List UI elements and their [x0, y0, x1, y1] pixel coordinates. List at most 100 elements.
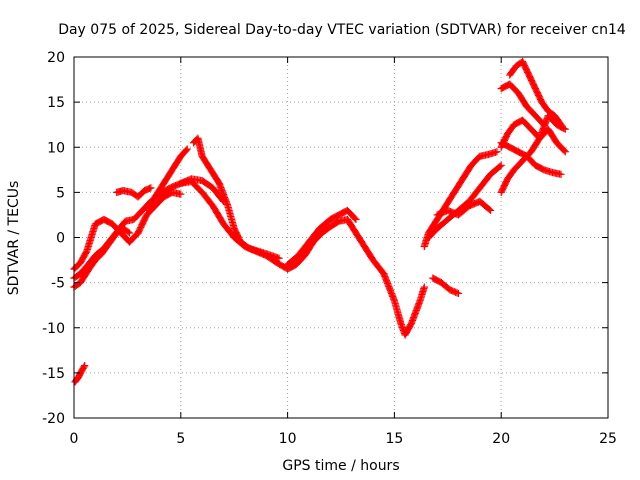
- data-point-marker: [485, 205, 493, 214]
- data-point-marker: [523, 67, 531, 75]
- data-point-marker: [136, 225, 144, 233]
- data-point-marker: [529, 80, 538, 89]
- data-point-marker: [275, 254, 283, 262]
- data-point-marker: [502, 134, 510, 142]
- data-point-marker: [519, 59, 527, 67]
- series-arc-9: [71, 362, 89, 386]
- data-point-marker: [540, 121, 548, 129]
- data-point-marker: [165, 185, 173, 193]
- data-point-marker: [498, 186, 507, 194]
- data-point-marker: [531, 83, 539, 91]
- data-points: [70, 57, 569, 386]
- data-point-marker: [351, 214, 359, 222]
- x-tick-label: 15: [385, 431, 403, 447]
- data-point-marker: [124, 228, 132, 236]
- data-point-marker: [530, 82, 538, 90]
- data-point-marker: [528, 78, 536, 86]
- y-tick-label: 15: [47, 95, 65, 111]
- data-point-marker: [244, 243, 252, 252]
- data-point-marker: [539, 119, 547, 128]
- data-point-marker: [214, 178, 223, 186]
- data-point-marker: [82, 248, 90, 256]
- data-point-marker: [527, 76, 536, 85]
- series-arc-17: [506, 57, 565, 129]
- data-point-marker: [135, 227, 143, 236]
- data-point-marker: [407, 320, 415, 329]
- data-point-marker: [234, 232, 242, 241]
- data-point-marker: [561, 125, 569, 133]
- data-point-marker: [149, 197, 157, 205]
- data-point-marker: [560, 147, 568, 155]
- data-point-marker: [533, 89, 541, 97]
- data-point-marker: [137, 222, 145, 230]
- x-tick-label: 5: [176, 431, 185, 447]
- data-point-marker: [526, 74, 534, 82]
- data-point-marker: [560, 124, 568, 133]
- series-arc-11: [429, 274, 463, 298]
- data-point-marker: [501, 180, 509, 188]
- data-point-marker: [520, 61, 529, 70]
- data-point-marker: [146, 204, 154, 212]
- data-point-marker: [147, 201, 155, 209]
- data-point-marker: [148, 200, 156, 208]
- data-point-marker: [147, 184, 155, 192]
- data-point-marker: [81, 362, 89, 370]
- data-point-marker: [527, 75, 535, 83]
- series-arc-3: [70, 215, 142, 273]
- data-point-marker: [125, 229, 134, 237]
- data-point-marker: [493, 148, 501, 156]
- data-point-marker: [149, 198, 157, 206]
- series-arc-14: [433, 197, 495, 219]
- data-point-marker: [454, 289, 463, 298]
- data-point-marker: [141, 215, 149, 223]
- data-point-marker: [536, 95, 545, 104]
- data-point-marker: [137, 223, 145, 232]
- series-arc-1: [70, 177, 428, 339]
- data-point-marker: [498, 187, 506, 195]
- data-point-marker: [533, 87, 541, 95]
- data-point-marker: [535, 93, 543, 101]
- x-tick-label: 20: [492, 431, 510, 447]
- data-point-marker: [233, 230, 241, 238]
- data-point-marker: [536, 94, 544, 102]
- grid-lines: [74, 57, 608, 418]
- data-point-marker: [230, 224, 238, 233]
- y-tick-label: 10: [47, 140, 65, 156]
- series-arc-5: [145, 145, 191, 215]
- data-point-marker: [497, 161, 505, 169]
- data-point-marker: [80, 363, 88, 371]
- data-point-marker: [334, 218, 342, 226]
- data-point-marker: [534, 91, 543, 99]
- data-point-marker: [532, 86, 540, 94]
- y-tick-label: -5: [51, 276, 65, 292]
- data-point-marker: [496, 162, 504, 170]
- data-point-marker: [522, 66, 531, 74]
- data-point-marker: [232, 228, 240, 237]
- data-point-marker: [486, 206, 495, 215]
- data-point-marker: [556, 119, 564, 127]
- data-point-marker: [145, 206, 153, 215]
- series-arc-10: [284, 206, 360, 269]
- series-arc-19: [497, 139, 565, 178]
- data-point-marker: [522, 64, 530, 72]
- chart-title: Day 075 of 2025, Sidereal Day-to-day VTE…: [58, 22, 626, 38]
- data-point-marker: [218, 196, 227, 204]
- series-arc-8: [177, 175, 228, 205]
- data-point-marker: [520, 60, 528, 68]
- data-point-marker: [497, 188, 505, 196]
- x-tick-label: 10: [279, 431, 297, 447]
- y-tick-label: -10: [42, 321, 65, 337]
- y-axis-label: SDTVAR / TECUs: [6, 181, 22, 296]
- data-point-marker: [183, 145, 191, 153]
- data-point-marker: [139, 218, 147, 226]
- data-point-marker: [557, 121, 565, 129]
- data-point-marker: [521, 63, 529, 71]
- data-point-marker: [233, 231, 242, 239]
- y-tick-label: 20: [47, 50, 65, 66]
- data-point-marker: [539, 165, 547, 173]
- y-tick-label: -20: [42, 411, 65, 427]
- data-point-marker: [231, 226, 239, 234]
- x-tick-label: 0: [70, 431, 79, 447]
- y-tick-label: 0: [56, 231, 65, 247]
